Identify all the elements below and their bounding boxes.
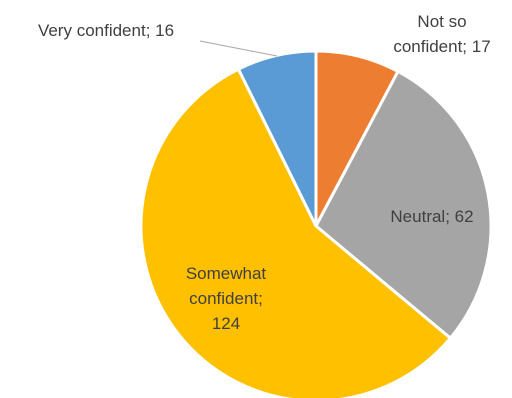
data-labels: Not so confident; 17 Neutral; 62 Somewhat co…	[38, 12, 491, 333]
data-label-neutral: Neutral; 62	[390, 207, 473, 226]
data-label-not-so-confident: Not so confident; 17	[393, 12, 490, 56]
data-label-very-confident: Very confident; 16	[38, 21, 174, 40]
pie-slice-somewhat-confident	[139, 67, 452, 398]
pie-slices	[139, 49, 493, 398]
leader-line-very-confident	[199, 40, 278, 57]
data-label-somewhat-confident: Somewhat confident; 124	[186, 264, 267, 333]
pie-slice-neutral	[314, 69, 493, 340]
